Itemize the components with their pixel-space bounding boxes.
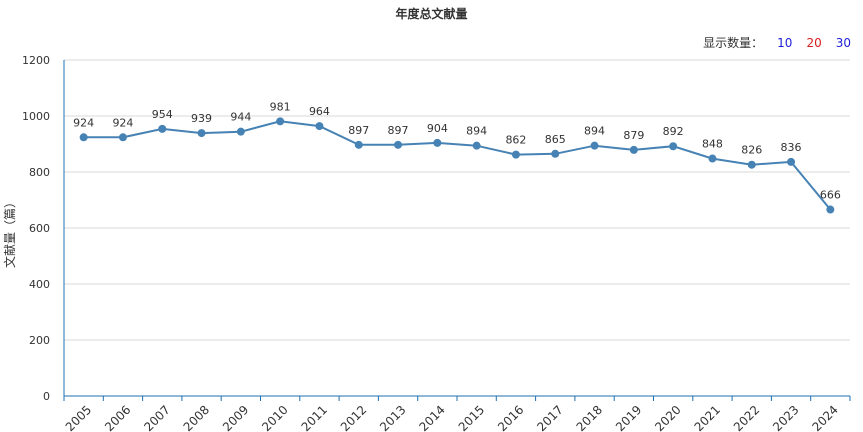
data-label: 894 xyxy=(466,125,487,138)
y-tick-label: 800 xyxy=(29,166,50,179)
y-axis-label: 文献量（篇） xyxy=(2,196,17,268)
grid-lines xyxy=(64,59,850,341)
y-tick-label: 200 xyxy=(29,334,50,347)
x-tick-label: 2012 xyxy=(338,403,369,432)
x-tick-label: 2018 xyxy=(574,403,605,432)
data-point xyxy=(747,160,756,169)
data-label: 897 xyxy=(348,124,369,137)
count-option-10[interactable]: 10 xyxy=(777,35,793,50)
data-label: 981 xyxy=(270,100,291,113)
y-tick-label: 1000 xyxy=(22,110,50,123)
x-tick-label: 2011 xyxy=(299,403,330,432)
data-point xyxy=(236,127,245,136)
x-tick-label: 2007 xyxy=(141,403,172,432)
data-label: 944 xyxy=(230,111,251,124)
chart-title: 年度总文献量 xyxy=(395,7,468,21)
data-point xyxy=(79,133,88,142)
data-points xyxy=(79,117,835,214)
x-tick-label: 2015 xyxy=(456,403,487,432)
x-tick-label: 2022 xyxy=(731,403,762,432)
y-tick-label: 600 xyxy=(29,222,50,235)
data-label: 924 xyxy=(73,116,94,129)
y-axis-ticks: 0 200 400 600 800 1000 1200 xyxy=(22,54,50,403)
data-point xyxy=(472,141,481,150)
data-label: 862 xyxy=(505,134,526,147)
data-point xyxy=(708,154,717,163)
x-tick-label: 2023 xyxy=(770,403,801,432)
data-label: 924 xyxy=(112,116,133,129)
data-point xyxy=(551,149,560,158)
x-tick-label: 2021 xyxy=(692,403,723,432)
x-tick-label: 2014 xyxy=(416,403,447,432)
data-label: 894 xyxy=(584,125,605,138)
data-point xyxy=(354,140,363,149)
data-point xyxy=(158,124,167,133)
x-tick-label: 2013 xyxy=(377,403,408,432)
data-point xyxy=(629,145,638,154)
data-label: 865 xyxy=(545,133,566,146)
data-label: 666 xyxy=(820,189,841,202)
y-tick-label: 1200 xyxy=(22,54,50,67)
data-label: 897 xyxy=(388,124,409,137)
data-point xyxy=(315,122,324,131)
data-point xyxy=(118,133,127,142)
x-tick-label: 2016 xyxy=(495,403,526,432)
display-count-label: 显示数量： xyxy=(703,36,764,50)
display-count-selector: 显示数量： 10 20 30 xyxy=(703,34,851,51)
data-point xyxy=(826,205,835,214)
x-tick-label: 2017 xyxy=(534,403,565,432)
data-label: 954 xyxy=(152,108,173,121)
x-tick-label: 2008 xyxy=(181,403,212,432)
x-tick-label: 2006 xyxy=(102,403,133,432)
count-option-20[interactable]: 20 xyxy=(806,35,822,50)
data-label: 826 xyxy=(741,144,762,157)
data-labels: 924 924 954 939 944 981 964 897 897 904 894 862 865 8… xyxy=(73,100,841,201)
x-tick-label: 2010 xyxy=(259,403,290,432)
data-point xyxy=(787,157,796,166)
y-tick-label: 0 xyxy=(43,390,50,403)
x-tick-label: 2009 xyxy=(220,403,251,432)
y-tick-label: 400 xyxy=(29,278,50,291)
data-label: 964 xyxy=(309,105,330,118)
count-option-30[interactable]: 30 xyxy=(835,35,851,50)
x-tick-label: 2024 xyxy=(809,403,840,432)
data-label: 892 xyxy=(663,125,684,138)
data-point xyxy=(276,117,285,126)
data-label: 879 xyxy=(623,129,644,142)
data-point xyxy=(433,138,442,147)
x-axis-ticks: 2005 2006 2007 2008 2009 2010 2011 2012 2013 2014… xyxy=(63,396,851,432)
data-point xyxy=(511,150,520,159)
data-point xyxy=(669,142,678,151)
x-tick-label: 2005 xyxy=(63,403,94,432)
data-label: 904 xyxy=(427,122,448,135)
series-line xyxy=(83,120,832,211)
data-label: 836 xyxy=(781,141,802,154)
data-point xyxy=(590,141,599,150)
data-label: 848 xyxy=(702,138,723,151)
data-point xyxy=(197,129,206,138)
x-tick-label: 2019 xyxy=(613,403,644,432)
data-label: 939 xyxy=(191,112,212,125)
x-tick-label: 2020 xyxy=(652,403,683,432)
data-point xyxy=(394,140,403,149)
